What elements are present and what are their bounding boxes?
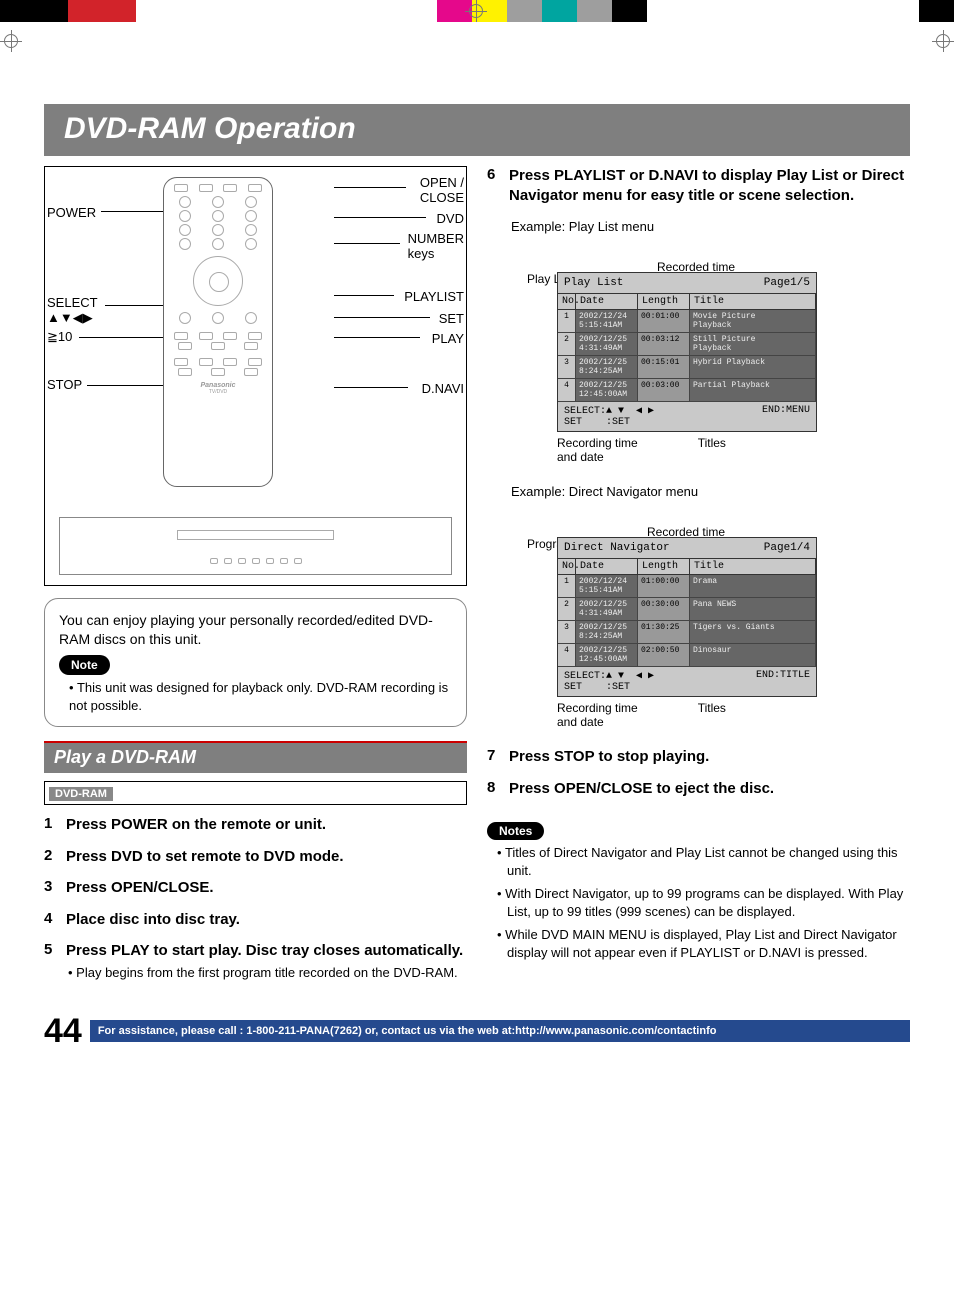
format-tag-bar: DVD-RAM xyxy=(44,781,467,805)
step-num: 8 xyxy=(487,779,509,799)
info-note-item: This unit was designed for playback only… xyxy=(69,679,452,714)
right-column: 6Press PLAYLIST or D.NAVI to display Pla… xyxy=(487,166,910,992)
osd-page: Page1/4 xyxy=(764,542,810,554)
crop-mark-top xyxy=(465,0,487,22)
callout-recording-time: Recording time and date xyxy=(557,701,638,729)
remote-model: TV/DVD xyxy=(170,389,266,395)
osd-col: Date xyxy=(576,294,638,309)
step-body: Press STOP to stop playing. xyxy=(509,747,709,767)
osd-row: 22002/12/25 4:31:49AM00:03:12Still Pictu… xyxy=(558,333,816,356)
step-num: 5 xyxy=(44,941,66,980)
label-select: SELECT ▲▼◀▶ xyxy=(47,295,98,326)
remote-brand: Panasonic xyxy=(170,382,266,389)
osd-footer-right: END:MENU xyxy=(762,405,810,428)
osd-page: Page1/5 xyxy=(764,277,810,289)
step-body: Press OPEN/CLOSE. xyxy=(66,878,214,898)
dvd-player-diagram xyxy=(59,517,452,575)
page-footer: 44 For assistance, please call : 1-800-2… xyxy=(44,1012,910,1051)
left-column: POWER SELECT ▲▼◀▶ ≧10 STOP OPEN / CLOSE … xyxy=(44,166,467,992)
info-text: You can enjoy playing your personally re… xyxy=(59,611,452,649)
info-box: You can enjoy playing your personally re… xyxy=(44,598,467,727)
label-dvd: DVD xyxy=(437,211,464,226)
osd-col: Title xyxy=(690,294,816,309)
playlist-osd: Play List Page1/5 No. Date Length Title 1… xyxy=(557,272,817,432)
step-body: Place disc into disc tray. xyxy=(66,910,240,930)
note-item: With Direct Navigator, up to 99 programs… xyxy=(497,885,910,920)
step-body: Press PLAY to start play. Disc tray clos… xyxy=(66,941,463,961)
label-stop: STOP xyxy=(47,377,82,392)
notes-pill: Notes xyxy=(487,822,544,840)
note-item: Titles of Direct Navigator and Play List… xyxy=(497,844,910,879)
osd-title: Play List xyxy=(564,277,623,289)
osd-row: 42002/12/25 12:45:00AM02:00:50Dinosaur xyxy=(558,644,816,667)
osd-col: Length xyxy=(638,559,690,574)
callout-titles: Titles xyxy=(698,701,726,729)
osd-row: 12002/12/24 5:15:41AM01:00:00Drama xyxy=(558,575,816,598)
label-open-close: OPEN / CLOSE xyxy=(420,175,464,205)
label-number-keys: NUMBER keys xyxy=(408,231,464,261)
osd-col: Length xyxy=(638,294,690,309)
notes-section: Notes Titles of Direct Navigator and Pla… xyxy=(487,816,910,961)
osd-footer-left: SELECT:▲ ▼ ◀ ▶ SET :SET xyxy=(564,405,654,428)
step-body: Press OPEN/CLOSE to eject the disc. xyxy=(509,779,774,799)
label-playlist: PLAYLIST xyxy=(404,289,464,304)
osd-row: 22002/12/25 4:31:49AM00:30:00Pana NEWS xyxy=(558,598,816,621)
osd-footer-right: END:TITLE xyxy=(756,670,810,693)
step-num: 3 xyxy=(44,878,66,898)
step-body: Press POWER on the remote or unit. xyxy=(66,815,326,835)
step-num: 2 xyxy=(44,847,66,867)
assist-bar: For assistance, please call : 1-800-211-… xyxy=(90,1020,910,1042)
remote-diagram: POWER SELECT ▲▼◀▶ ≧10 STOP OPEN / CLOSE … xyxy=(44,166,467,586)
callout-titles: Titles xyxy=(698,436,726,464)
osd-row: 32002/12/25 8:24:25AM01:30:25Tigers vs. … xyxy=(558,621,816,644)
step-body: Press DVD to set remote to DVD mode. xyxy=(66,847,344,867)
step-num: 4 xyxy=(44,910,66,930)
osd-col: Date xyxy=(576,559,638,574)
playlist-menu-wrap: Play List No. Recorded time length Page … xyxy=(527,272,847,464)
page-title: DVD-RAM Operation xyxy=(44,104,910,156)
crop-mark-left xyxy=(0,30,22,52)
note-item: While DVD MAIN MENU is displayed, Play L… xyxy=(497,926,910,961)
osd-col: Title xyxy=(690,559,816,574)
note-pill: Note xyxy=(59,655,110,675)
osd-col: No. xyxy=(558,559,576,574)
page-content: DVD-RAM Operation POWER SELECT ▲▼◀▶ ≧10 … xyxy=(0,22,954,1081)
crop-mark-right xyxy=(932,30,954,52)
example-label-dnav: Example: Direct Navigator menu xyxy=(511,484,910,499)
label-gte10: ≧10 xyxy=(47,329,72,345)
section-header: Play a DVD-RAM xyxy=(44,741,467,773)
step-body: Press PLAYLIST or D.NAVI to display Play… xyxy=(509,166,910,205)
step-num: 1 xyxy=(44,815,66,835)
osd-row: 42002/12/25 12:45:00AM00:03:00Partial Pl… xyxy=(558,379,816,402)
osd-title: Direct Navigator xyxy=(564,542,670,554)
dnav-menu-wrap: Program No. Recorded time length Page No… xyxy=(527,537,847,729)
step-num: 6 xyxy=(487,166,509,205)
label-power: POWER xyxy=(47,205,96,220)
example-label-playlist: Example: Play List menu xyxy=(511,219,910,234)
remote-body: Panasonic TV/DVD xyxy=(163,177,273,487)
osd-row: 12002/12/24 5:15:41AM00:01:00Movie Pictu… xyxy=(558,310,816,333)
dnav-osd: Direct NavigatorPage1/4 No. Date Length … xyxy=(557,537,817,697)
step-sub: Play begins from the first program title… xyxy=(66,965,463,980)
osd-footer-left: SELECT:▲ ▼ ◀ ▶ SET :SET xyxy=(564,670,654,693)
osd-row: 32002/12/25 8:24:25AM00:15:01Hybrid Play… xyxy=(558,356,816,379)
label-dnavi: D.NAVI xyxy=(422,381,464,396)
steps-list: 1Press POWER on the remote or unit. 2Pre… xyxy=(44,815,467,980)
step-num: 7 xyxy=(487,747,509,767)
osd-col: No. xyxy=(558,294,576,309)
label-set: SET xyxy=(439,311,464,326)
callout-recording-time: Recording time and date xyxy=(557,436,638,464)
format-tag: DVD-RAM xyxy=(49,787,113,801)
label-play: PLAY xyxy=(432,331,464,346)
page-number: 44 xyxy=(44,1012,82,1051)
